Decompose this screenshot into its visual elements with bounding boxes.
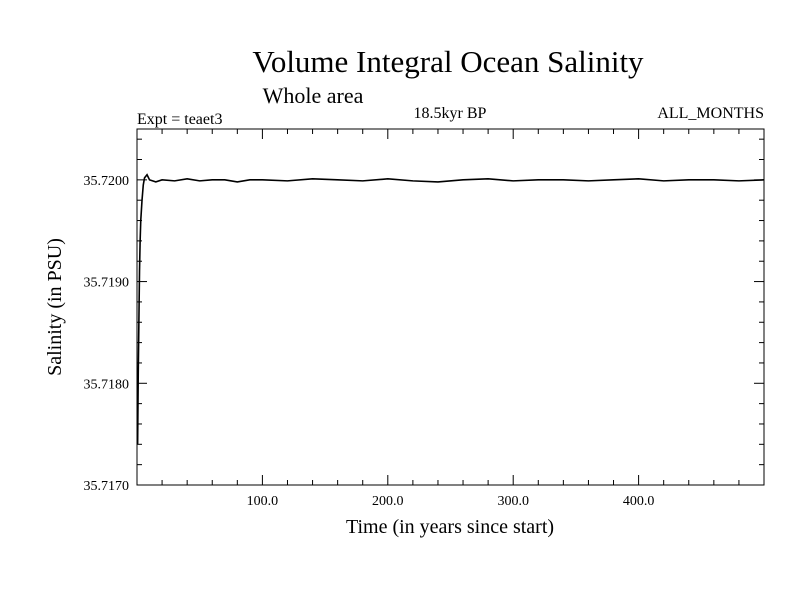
axis-ticks <box>137 129 764 485</box>
y-tick-label: 35.7170 <box>84 479 130 494</box>
experiment-label: Expt = teaet3 <box>137 111 222 128</box>
x-axis-label: Time (in years since start) <box>346 516 554 538</box>
x-tick-label: 300.0 <box>497 494 529 509</box>
chart-title: Volume Integral Ocean Salinity <box>252 44 644 79</box>
y-axis-label: Salinity (in PSU) <box>44 238 66 376</box>
months-label: ALL_MONTHS <box>657 105 764 122</box>
plot-frame <box>136 128 765 486</box>
y-tick-label: 35.7190 <box>84 276 130 291</box>
x-tick-label: 200.0 <box>372 494 404 509</box>
salinity-series-line <box>136 173 765 445</box>
period-label: 18.5kyr BP <box>414 105 487 122</box>
y-tick-label: 35.7200 <box>84 174 130 189</box>
x-tick-label: 100.0 <box>247 494 279 509</box>
x-tick-label: 400.0 <box>623 494 655 509</box>
x-tick-labels: 100.0 200.0 300.0 400.0 <box>247 494 655 509</box>
y-tick-label: 35.7180 <box>84 377 130 392</box>
chart-subtitle: Whole area <box>263 83 364 108</box>
y-tick-labels: 35.7170 35.7180 35.7190 35.7200 <box>84 174 130 494</box>
